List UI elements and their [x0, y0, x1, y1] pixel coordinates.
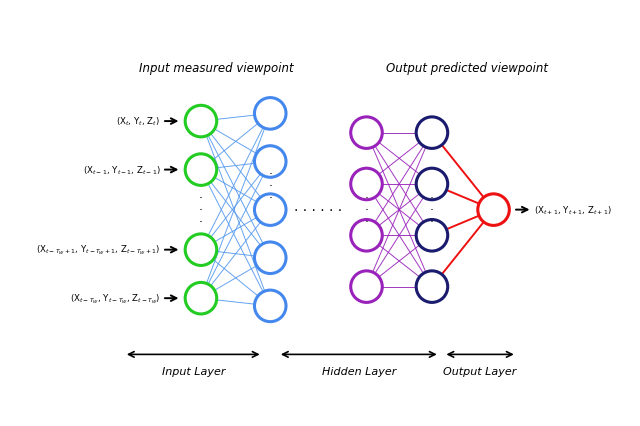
Text: Hidden Layer: Hidden Layer	[322, 366, 396, 377]
Circle shape	[185, 283, 217, 314]
Circle shape	[185, 106, 217, 138]
Circle shape	[416, 169, 448, 200]
Circle shape	[351, 169, 382, 200]
Circle shape	[255, 98, 286, 130]
Text: Output predicted viewpoint: Output predicted viewpoint	[385, 61, 548, 75]
Circle shape	[351, 271, 382, 303]
Circle shape	[185, 234, 217, 266]
Text: Output Layer: Output Layer	[444, 366, 516, 377]
Text: · · · · · ·: · · · · · ·	[294, 203, 342, 217]
Circle shape	[351, 118, 382, 149]
Circle shape	[255, 147, 286, 178]
Text: Input measured viewpoint: Input measured viewpoint	[139, 61, 294, 75]
Text: ·
·
·: · · ·	[365, 192, 369, 229]
Text: ·
·
·: · · ·	[430, 192, 434, 229]
Text: (X$_{t-T_W+1}$, Y$_{t-T_W+1}$, Z$_{t-T_W+1}$): (X$_{t-T_W+1}$, Y$_{t-T_W+1}$, Z$_{t-T_W…	[36, 243, 161, 257]
Text: (X$_t$, Y$_t$, Z$_t$): (X$_t$, Y$_t$, Z$_t$)	[116, 115, 161, 128]
Circle shape	[255, 291, 286, 322]
Circle shape	[255, 194, 286, 226]
Text: Input Layer: Input Layer	[161, 366, 225, 377]
Circle shape	[351, 220, 382, 251]
Circle shape	[185, 155, 217, 186]
Circle shape	[416, 271, 448, 303]
Text: ·
·
·: · · ·	[268, 168, 272, 204]
Text: (X$_{t+1}$, Y$_{t+1}$, Z$_{t+1}$): (X$_{t+1}$, Y$_{t+1}$, Z$_{t+1}$)	[534, 204, 612, 216]
Text: (X$_{t-T_W}$, Y$_{t-T_W}$, Z$_{t-T_W}$): (X$_{t-T_W}$, Y$_{t-T_W}$, Z$_{t-T_W}$)	[70, 292, 161, 305]
Circle shape	[416, 220, 448, 251]
Circle shape	[255, 242, 286, 274]
Text: (X$_{t-1}$, Y$_{t-1}$, Z$_{t-1}$): (X$_{t-1}$, Y$_{t-1}$, Z$_{t-1}$)	[83, 164, 161, 176]
Circle shape	[416, 118, 448, 149]
Circle shape	[478, 194, 509, 226]
Text: ·
·
·: · · ·	[199, 192, 203, 229]
